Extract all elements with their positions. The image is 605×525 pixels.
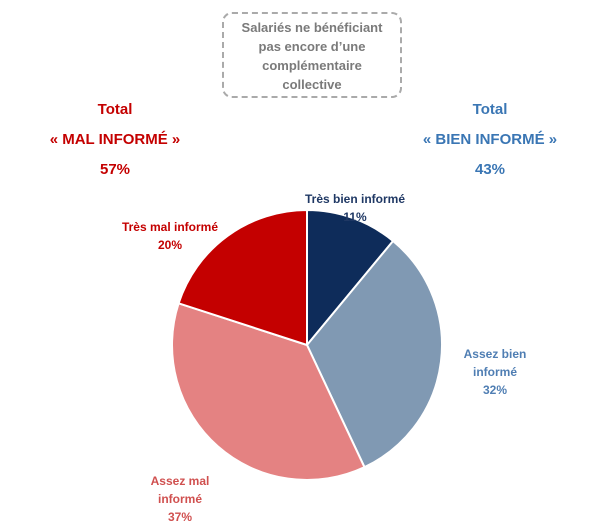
pie-slice [306, 208, 395, 348]
value-label: 37% [167, 510, 193, 524]
pie-slice [171, 302, 366, 481]
pie-slice [305, 239, 443, 469]
total-name: « BIEN INFORMÉ » [422, 131, 558, 148]
value-label: 11% [343, 210, 367, 224]
note-box: Salariés ne bénéficiant pas encore d’une… [222, 12, 402, 98]
slice-label: Très bien informé 11% [300, 190, 410, 226]
total-value-label: 57% [99, 161, 131, 178]
category-label: Assez bien informé [463, 347, 527, 379]
total-value-label: 43% [474, 161, 506, 178]
total-name: « MAL INFORMÉ » [49, 131, 181, 148]
total-label: Total [472, 101, 508, 118]
total-label: Total [97, 101, 133, 118]
slice-label: Assez bien informé 32% [450, 345, 540, 399]
slice-label: Très mal informé 20% [100, 218, 240, 254]
pie-slice [177, 208, 308, 347]
category-label: Assez mal informé [150, 474, 210, 506]
category-label: Très mal informé [121, 220, 219, 234]
slice-label: Assez mal informé 37% [140, 472, 220, 525]
value-label: 20% [157, 238, 183, 252]
category-label: Très bien informé [304, 192, 406, 206]
value-label: 32% [482, 383, 508, 397]
